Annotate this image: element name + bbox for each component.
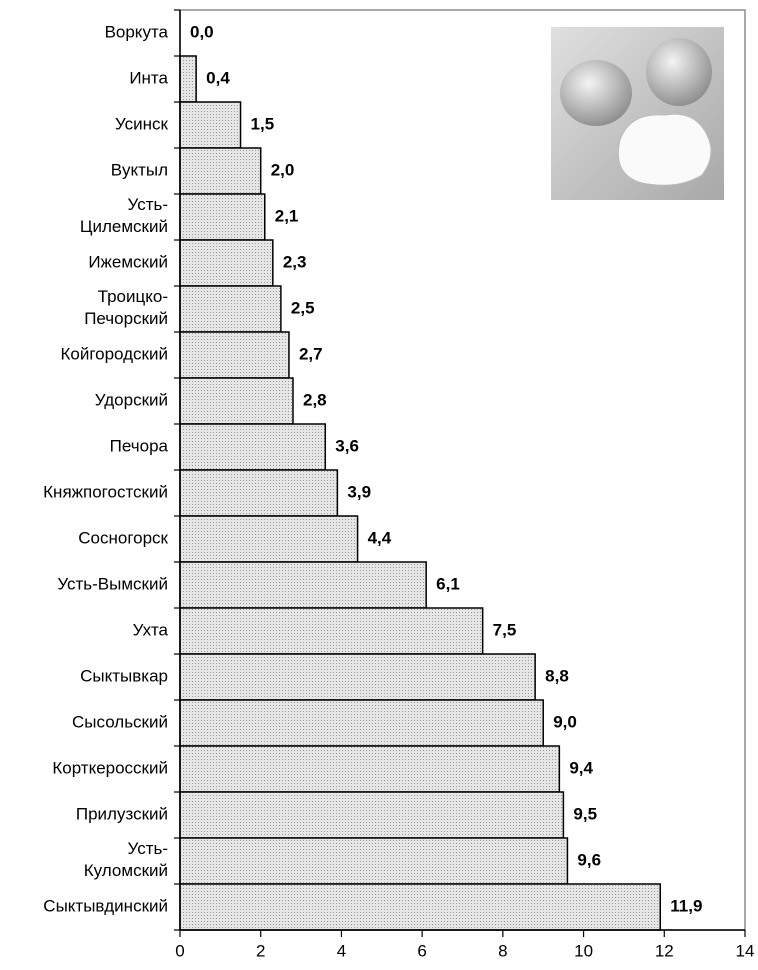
- x-tick-label: 8: [498, 941, 507, 960]
- value-label: 0,0: [190, 22, 214, 41]
- bar: [180, 102, 241, 148]
- bar: [180, 240, 273, 286]
- y-tick-label: Усть-Вымский: [57, 574, 168, 593]
- x-tick-label: 14: [736, 941, 755, 960]
- y-tick-label: Ижемский: [88, 252, 168, 271]
- y-tick-label: Усть-Цилемский: [80, 195, 168, 236]
- photo: [551, 27, 724, 200]
- bar: [180, 470, 337, 516]
- y-tick-label: Прилузский: [76, 804, 168, 823]
- bar: [180, 746, 559, 792]
- bar: [180, 516, 358, 562]
- y-tick-label: Вуктыл: [111, 160, 168, 179]
- bar: [180, 194, 265, 240]
- y-tick-label: Усть-Куломский: [84, 839, 168, 880]
- bar: [180, 286, 281, 332]
- bar: [180, 424, 325, 470]
- value-label: 9,4: [569, 758, 593, 777]
- value-label: 2,5: [291, 298, 315, 317]
- bar: [180, 608, 483, 654]
- value-label: 0,4: [206, 68, 230, 87]
- y-tick-label: Сыктывдинский: [43, 896, 168, 915]
- y-tick-label: Троицко-Печорский: [84, 287, 168, 328]
- bar: [180, 562, 426, 608]
- value-label: 2,1: [275, 206, 299, 225]
- y-tick-label: Ухта: [133, 620, 169, 639]
- y-tick-label: Воркута: [105, 22, 169, 41]
- bar: [180, 838, 567, 884]
- value-label: 4,4: [368, 528, 392, 547]
- x-tick-label: 10: [574, 941, 593, 960]
- y-tick-label: Печора: [110, 436, 169, 455]
- x-tick-label: 6: [417, 941, 426, 960]
- value-label: 6,1: [436, 574, 460, 593]
- value-label: 11,9: [670, 896, 702, 915]
- bar: [180, 332, 289, 378]
- bar: [180, 378, 293, 424]
- y-tick-label: Корткеросский: [52, 758, 168, 777]
- value-label: 1,5: [251, 114, 275, 133]
- y-tick-label: Сосногорск: [78, 528, 168, 547]
- value-label: 2,8: [303, 390, 327, 409]
- bar: [180, 148, 261, 194]
- value-label: 7,5: [493, 620, 517, 639]
- value-label: 3,6: [335, 436, 359, 455]
- value-label: 9,6: [577, 850, 601, 869]
- value-label: 2,7: [299, 344, 323, 363]
- bar: [180, 654, 535, 700]
- y-tick-label: Удорский: [95, 390, 168, 409]
- bar: [180, 56, 196, 102]
- y-tick-label: Усинск: [115, 114, 169, 133]
- x-tick-label: 12: [655, 941, 674, 960]
- value-label: 9,5: [573, 804, 597, 823]
- value-label: 9,0: [553, 712, 577, 731]
- chart: 0 2 4 6 8 10 12 14 Воркута 0,0 Инта 0,4 Усинск 1,5 Вук…: [0, 0, 758, 970]
- value-label: 2,0: [271, 160, 295, 179]
- bar: [180, 884, 660, 930]
- value-label: 8,8: [545, 666, 569, 685]
- y-tick-label: Княжпогостский: [43, 482, 168, 501]
- x-tick-label: 4: [337, 941, 346, 960]
- y-tick-label: Инта: [129, 68, 168, 87]
- value-label: 3,9: [347, 482, 371, 501]
- y-tick-label: Сыктывкар: [80, 666, 168, 685]
- x-tick-label: 0: [175, 941, 184, 960]
- value-label: 2,3: [283, 252, 307, 271]
- y-tick-label: Сысольский: [72, 712, 168, 731]
- bar: [180, 792, 563, 838]
- y-tick-label: Койгородский: [60, 344, 168, 363]
- bar: [180, 700, 543, 746]
- x-tick-label: 2: [256, 941, 265, 960]
